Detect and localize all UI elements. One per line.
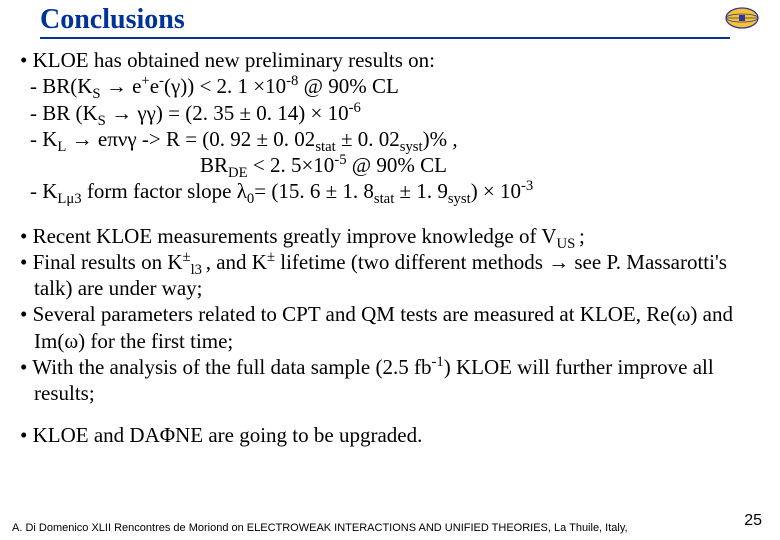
page-number: 25: [744, 512, 762, 530]
b2-line2: • Final results on K±l3 , and K± lifetim…: [20, 249, 762, 302]
b2-line1: • Recent KLOE measurements greatly impro…: [20, 223, 762, 249]
slide-body: • KLOE has obtained new preliminary resu…: [0, 39, 780, 449]
results-list: - BR(KS → e+e-(γ)) < 2. 1 ×10-8 @ 90% CL…: [30, 73, 762, 204]
result-4: - KLμ3 form factor slope λ0= (15. 6 ± 1.…: [30, 178, 762, 204]
b2-line4: • With the analysis of the full data sam…: [20, 354, 762, 407]
bullet-intro: • KLOE has obtained new preliminary resu…: [20, 47, 762, 73]
block-3: • KLOE and DAΦNE are going to be upgrade…: [20, 422, 762, 448]
footer-text: A. Di Domenico XLII Rencontres de Morion…: [12, 522, 732, 534]
block-2: • Recent KLOE measurements greatly impro…: [20, 223, 762, 407]
result-2: - BR (KS → γγ) = (2. 35 ± 0. 14) × 10-6: [30, 100, 762, 126]
slide-title: Conclusions: [40, 4, 730, 39]
result-3-line2: BRDE < 2. 5×10-5 @ 90% CL: [30, 152, 762, 178]
result-3: - KL → eπνγ -> R = (0. 92 ± 0. 02stat ± …: [30, 126, 762, 152]
b2-line3: • Several parameters related to CPT and …: [20, 301, 762, 354]
kloe-logo-icon: [724, 6, 760, 30]
b3-line1: • KLOE and DAΦNE are going to be upgrade…: [20, 422, 762, 448]
title-bar: Conclusions: [0, 0, 780, 39]
result-1: - BR(KS → e+e-(γ)) < 2. 1 ×10-8 @ 90% CL: [30, 73, 762, 99]
intro-text: KLOE has obtained new preliminary result…: [33, 48, 435, 72]
